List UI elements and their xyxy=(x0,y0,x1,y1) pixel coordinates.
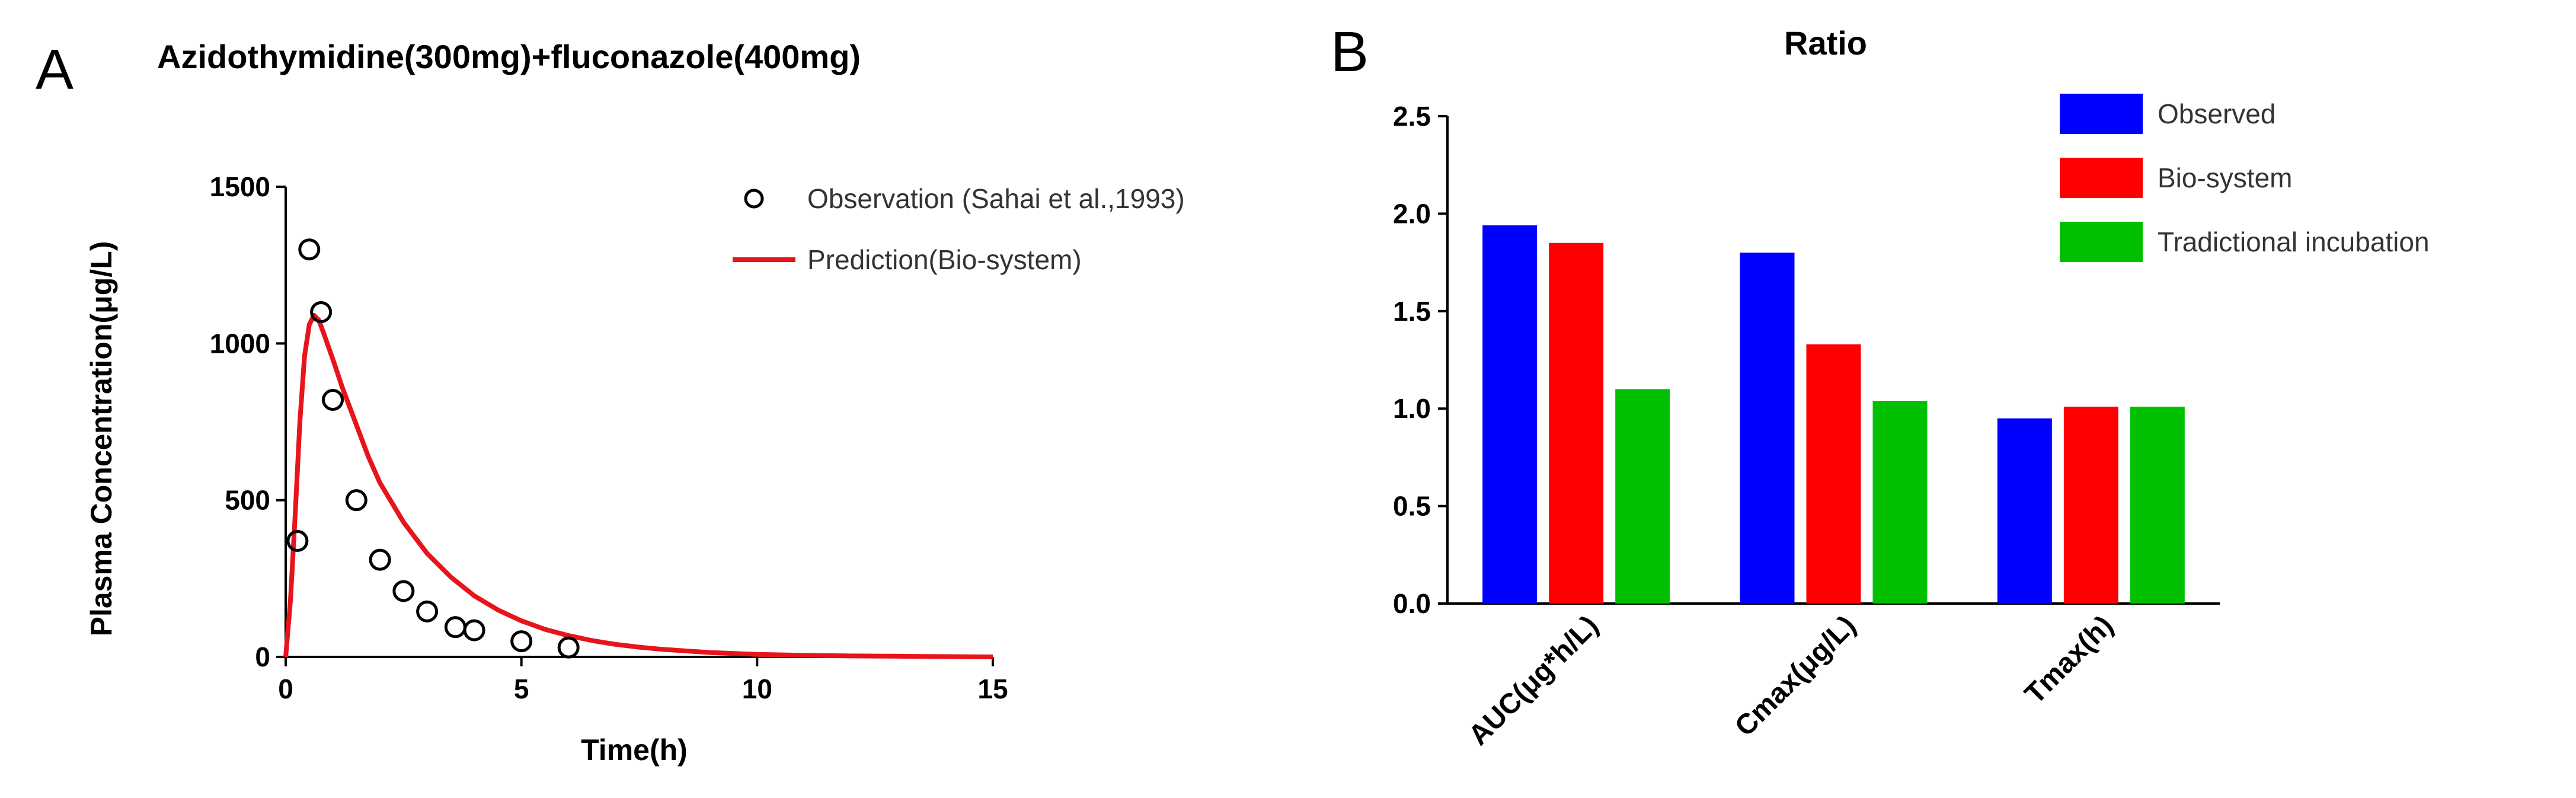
panel-letter-a: A xyxy=(36,38,73,101)
panel-b-legend: Observed Bio-system Tradictional incubatio… xyxy=(2060,94,2430,262)
prediction-line xyxy=(283,312,993,659)
bar-observed-2 xyxy=(1997,418,2052,604)
panel-b-tick-labels: 0.0 0.5 1.0 1.5 2.0 2.5 xyxy=(1393,101,1431,619)
observation-point xyxy=(444,616,466,639)
x-tick-label: 0 xyxy=(278,673,293,704)
bar-tradictional-incubation-1 xyxy=(1872,401,1928,604)
legend-swatch xyxy=(2060,94,2143,134)
bar-tradictional-incubation-0 xyxy=(1615,389,1670,604)
legend-label: Observed xyxy=(2158,98,2275,129)
bar-observed-0 xyxy=(1482,225,1538,604)
observation-point xyxy=(463,619,485,641)
panel-b-title: Ratio xyxy=(1784,24,1867,62)
category-label: Tmax(h) xyxy=(2019,609,2119,710)
panel-b-ratio-chart: B Ratio 0.0 0.5 1.0 1.5 2.0 2.5 AUC(μg*h/L) Cm… xyxy=(1331,20,2430,752)
panel-b-category-labels: AUC(μg*h/L) Cmax(μg/L) Tmax(h) xyxy=(1463,609,2120,751)
y-tick-label: 2.0 xyxy=(1393,198,1431,229)
panel-a-title: Azidothymidine(300mg)+fluconazole(400mg) xyxy=(157,38,861,75)
observation-point xyxy=(510,630,533,653)
legend-marker-observation xyxy=(744,189,764,209)
observation-point xyxy=(369,548,391,571)
legend-label-prediction: Prediction(Bio-system) xyxy=(807,244,1082,275)
panel-letter-b: B xyxy=(1331,20,1369,84)
category-label: Cmax(μg/L) xyxy=(1729,609,1862,742)
y-tick-label: 2.5 xyxy=(1393,101,1431,132)
panel-a-concentration-chart: A Azidothymidine(300mg)+fluconazole(400m… xyxy=(36,38,1185,767)
observation-point xyxy=(310,301,333,323)
y-tick-label: 1500 xyxy=(210,171,270,202)
y-tick-label: 1.5 xyxy=(1393,296,1431,327)
x-tick-label: 10 xyxy=(742,673,772,704)
category-label: AUC(μg*h/L) xyxy=(1463,609,1605,751)
x-tick-label: 5 xyxy=(514,673,529,704)
observation-point xyxy=(286,529,309,552)
observation-point xyxy=(392,580,415,602)
bar-observed-1 xyxy=(1740,253,1795,604)
panel-a-observation-series xyxy=(286,238,580,659)
observation-point xyxy=(322,388,344,411)
bar-tradictional-incubation-2 xyxy=(2130,406,2185,604)
legend-label: Bio-system xyxy=(2158,162,2292,193)
bar-bio-system-0 xyxy=(1549,242,1604,604)
legend-swatch xyxy=(2060,222,2143,262)
y-tick-label: 1000 xyxy=(210,328,270,359)
panel-a-x-axis-label: Time(h) xyxy=(581,733,688,767)
bar-bio-system-2 xyxy=(2063,406,2118,604)
observation-point xyxy=(298,238,321,261)
legend-label: Tradictional incubation xyxy=(2158,226,2430,257)
observation-point xyxy=(416,600,439,623)
y-tick-label: 0.5 xyxy=(1393,491,1431,522)
y-tick-label: 500 xyxy=(225,485,270,516)
panel-b-bars xyxy=(1482,225,2185,604)
panel-a-y-axis-label: Plasma Concentration(μg/L) xyxy=(85,241,118,637)
panel-a-legend: Observation (Sahai et al.,1993) Predicti… xyxy=(733,183,1185,275)
panel-a-tick-labels: 0 500 1000 1500 0 5 10 15 xyxy=(210,171,1008,704)
legend-swatch xyxy=(2060,158,2143,198)
y-tick-label: 1.0 xyxy=(1393,393,1431,424)
legend-label-observation: Observation (Sahai et al.,1993) xyxy=(807,183,1185,214)
bar-bio-system-1 xyxy=(1806,344,1861,604)
y-tick-label: 0 xyxy=(255,641,270,672)
panel-a-prediction-series xyxy=(283,312,993,659)
observation-point xyxy=(557,636,580,659)
observation-point xyxy=(345,489,367,512)
x-tick-label: 15 xyxy=(977,673,1008,704)
y-tick-label: 0.0 xyxy=(1393,588,1431,619)
